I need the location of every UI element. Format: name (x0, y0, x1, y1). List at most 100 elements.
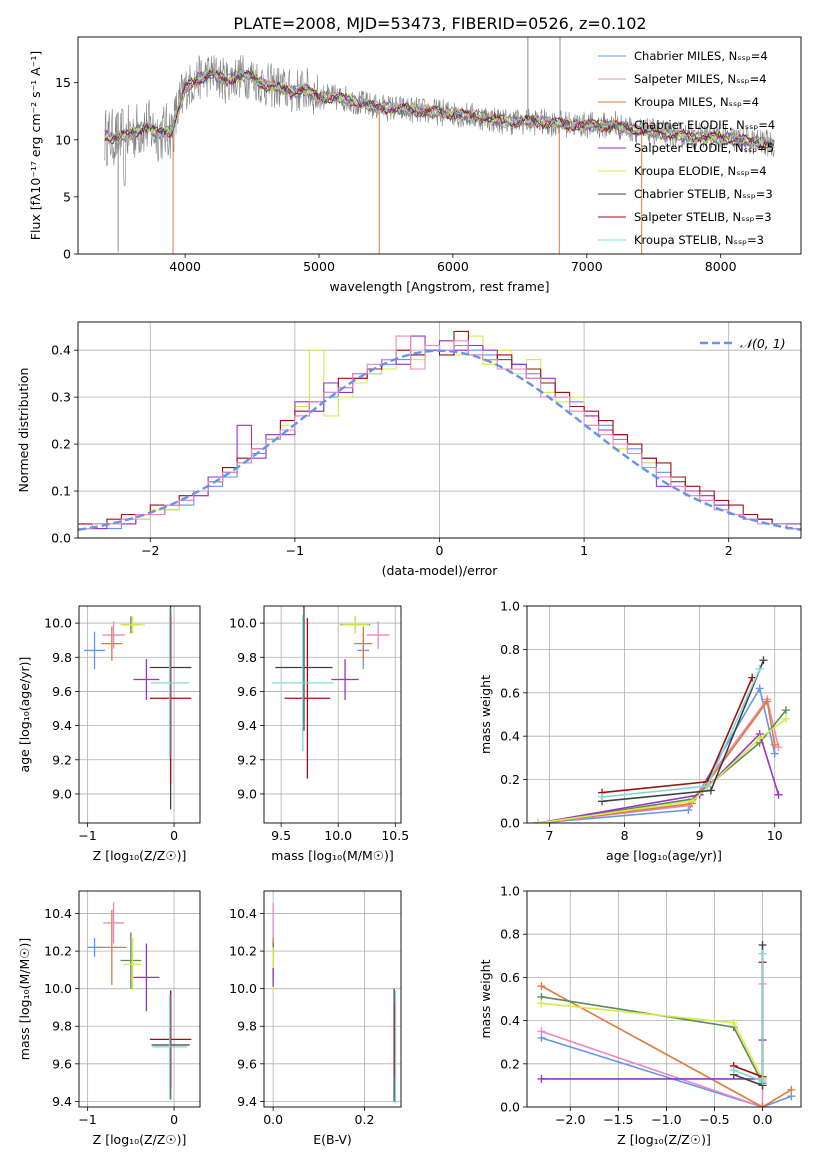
legend-entry: Salpeter MILES, Nₛₛₚ=4 (634, 72, 767, 86)
y-tick-label: 0.2 (51, 437, 71, 452)
axes-frame (526, 890, 802, 1108)
x-tick-label: 5000 (303, 259, 335, 274)
plot-area (87, 902, 192, 1100)
chart-age-vs-Z: −1 0 9.0 9.2 9.4 9.6 9.8 10.0 Z [log₁₀(Z/Z☉)] age… (17, 605, 201, 863)
x-tick-label: −2 (141, 543, 159, 558)
x-tick-label: 10.5 (381, 828, 409, 843)
weight-line (733, 962, 764, 1078)
weight-marker (537, 1074, 546, 1083)
weight-marker (537, 1027, 546, 1036)
y-tick-label: 9.6 (237, 684, 257, 699)
y-tick-label: 0.4 (51, 343, 71, 358)
chart-massweight-vs-age: 7 8 9 10 0.0 0.2 0.4 0.6 0.8 1.0 age [log₁₀(age/yr… (478, 599, 802, 863)
y-tick-label: 1.0 (500, 599, 520, 614)
plot-area (78, 330, 801, 531)
x-tick-label: −0.5 (699, 1112, 729, 1127)
y-tick-label: 0.4 (500, 1013, 520, 1028)
legend-entry: Chabrier MILES, Nₛₛₚ=4 (634, 49, 768, 63)
chart-age-vs-mass: 9.5 10.0 10.5 9.0 9.2 9.4 9.6 9.8 10.0 mass [log₁… (229, 605, 409, 863)
weight-marker (537, 999, 546, 1008)
x-tick-label: 7 (546, 828, 554, 843)
y-tick-label: 0.0 (500, 1100, 520, 1115)
y-tick-label: 10.4 (44, 906, 72, 921)
x-tick-label: 0.0 (753, 1112, 773, 1127)
y-tick-label: 0.8 (500, 642, 520, 657)
y-tick-label: 9.8 (52, 650, 72, 665)
x-tick-label: 10 (767, 828, 783, 843)
weight-line (733, 945, 764, 1087)
x-tick-label: 8000 (705, 259, 737, 274)
y-tick-label: 15 (55, 75, 71, 90)
x-tick-label: −1.5 (603, 1112, 633, 1127)
weight-line (541, 1037, 792, 1107)
y-tick-label: 0.0 (500, 816, 520, 831)
model-line (104, 66, 775, 150)
weight-marker (770, 740, 779, 749)
y-tick-label: 0.4 (500, 729, 520, 744)
y-axis-label: age [log₁₀(age/yr)] (17, 657, 32, 773)
y-tick-label: 0.2 (500, 1056, 520, 1071)
x-axis-label: (data-model)/error (382, 563, 499, 578)
x-tick-label: 1 (580, 543, 588, 558)
x-tick-label: 0 (170, 828, 178, 843)
weight-marker (703, 782, 712, 791)
weight-line (602, 668, 761, 798)
weight-marker (755, 684, 764, 693)
legend-entry: Chabrier STELIB, Nₛₛₚ=3 (634, 187, 773, 201)
x-tick-label: −1 (78, 1112, 96, 1127)
chart-spectrum: 4000 5000 6000 7000 8000 0 5 10 15 wavelength [An… (28, 36, 802, 294)
weight-line (602, 660, 765, 803)
y-tick-label: 0.0 (51, 531, 71, 546)
weight-marker (758, 1103, 767, 1107)
y-tick-label: 0.1 (51, 484, 71, 499)
y-tick-label: 10.0 (229, 981, 257, 996)
x-axis-label: Z [log₁₀(Z/Z☉)] (93, 1132, 187, 1147)
x-tick-label: 6000 (437, 259, 469, 274)
axes-frame (263, 890, 402, 1108)
x-tick-label: 9.5 (271, 828, 291, 843)
x-axis-label: E(B-V) (313, 1132, 352, 1147)
y-tick-label: 9.0 (237, 786, 257, 801)
y-axis-label: mass [log₁₀(M/M☉)] (17, 938, 32, 1060)
x-tick-label: 4000 (169, 259, 201, 274)
weight-marker (706, 786, 715, 795)
y-axis-label: mass weight (478, 959, 493, 1038)
weight-marker (755, 734, 764, 743)
y-tick-label: 10.4 (229, 906, 257, 921)
weight-line (538, 732, 780, 823)
legend-entry: Chabrier ELODIE, Nₛₛₚ=4 (634, 118, 775, 132)
weight-line (538, 697, 780, 823)
y-tick-label: 0 (63, 247, 71, 262)
y-tick-label: 9.6 (237, 1056, 257, 1071)
weight-line (541, 1002, 764, 1080)
y-tick-label: 9.4 (237, 1094, 257, 1109)
axes-frame (263, 605, 402, 824)
axes-frame (77, 321, 802, 539)
x-tick-label: −2.0 (555, 1112, 585, 1127)
x-tick-label: 0 (436, 543, 444, 558)
weight-marker (537, 982, 546, 991)
weight-marker (781, 706, 790, 715)
x-axis-label: Z [log₁₀(Z/Z☉)] (617, 1132, 711, 1147)
x-tick-label: 0 (170, 1112, 178, 1127)
legend: Chabrier MILES, Nₛₛₚ=4 Salpeter MILES, Nₛ… (598, 49, 775, 247)
y-tick-label: 0.3 (51, 390, 71, 405)
y-axis-label: mass weight (478, 675, 493, 754)
chart-mass-vs-Z: −1 0 9.4 9.6 9.8 10.0 10.2 10.4 Z [log₁₀(Z/Z☉)] m… (17, 890, 201, 1147)
x-tick-label: 0.0 (263, 1112, 283, 1127)
plot-area (272, 902, 397, 1104)
weight-line (538, 718, 787, 823)
x-axis-label: Z [log₁₀(Z/Z☉)] (93, 848, 187, 863)
y-axis-label: Normed distribution (16, 368, 31, 493)
weight-marker (781, 714, 790, 723)
x-tick-label: 10.0 (324, 828, 352, 843)
axes-frame (78, 890, 201, 1108)
legend-entry: 𝒩(0, 1) (740, 336, 786, 351)
weight-marker (729, 1066, 738, 1075)
weight-line (541, 985, 792, 1107)
x-tick-label: 2 (725, 543, 733, 558)
x-tick-label: 7000 (571, 259, 603, 274)
weight-line (733, 953, 764, 1083)
plot-area (271, 606, 390, 779)
legend-entry: Kroupa MILES, Nₛₛₚ=4 (634, 95, 759, 109)
